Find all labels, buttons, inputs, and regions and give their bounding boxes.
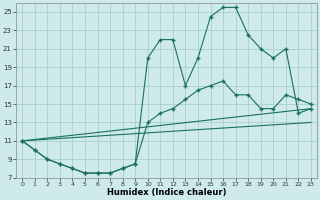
X-axis label: Humidex (Indice chaleur): Humidex (Indice chaleur): [107, 188, 226, 197]
